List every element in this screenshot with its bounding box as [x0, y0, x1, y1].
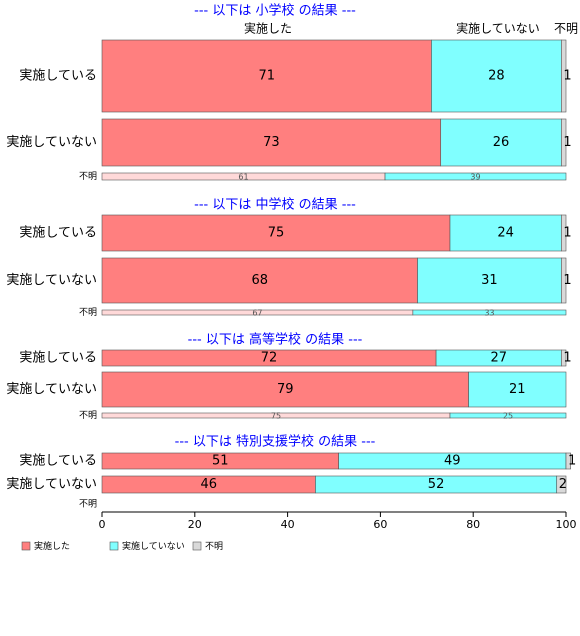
bar-value-label: 1: [563, 135, 571, 150]
row-category-label: 実施していない: [6, 381, 97, 397]
panel-title: --- 以下は 中学校 の結果 ---: [194, 197, 356, 213]
row-category-label: 実施していない: [6, 272, 97, 288]
bar-value-label: 39: [470, 173, 480, 182]
row-category-label: 実施している: [19, 453, 97, 469]
row-category-label: 不明: [79, 499, 97, 510]
legend-label: 実施していない: [122, 540, 185, 552]
bar-segment: [431, 39, 562, 113]
legend-swatch: [192, 541, 202, 551]
bar-value-label: 79: [277, 382, 294, 397]
x-tick-label: 0: [99, 518, 106, 531]
bar-value-label: 51: [212, 454, 229, 469]
bar-value-label: 61: [238, 173, 248, 182]
bar-value-label: 25: [503, 412, 513, 421]
bar-segment: [565, 452, 571, 470]
bar-value-label: 24: [497, 226, 514, 241]
column-header: 実施していない: [456, 21, 540, 36]
legend-label: 不明: [205, 541, 223, 552]
x-tick-label: 20: [188, 518, 202, 531]
x-tick-label: 100: [556, 518, 577, 531]
row-category-label: 実施している: [19, 350, 97, 366]
x-tick-label: 60: [373, 518, 387, 531]
row-category-label: 不明: [79, 307, 97, 318]
bar-segment: [556, 475, 567, 494]
bar-value-label: 1: [568, 454, 576, 469]
bar-value-label: 26: [493, 135, 510, 150]
bar-segment: [449, 214, 562, 252]
column-header: 不明: [554, 22, 578, 36]
bar-segment: [561, 39, 567, 113]
bar-segment: [412, 309, 567, 316]
legend-swatch: [109, 541, 119, 551]
bar-segment: [101, 214, 451, 252]
x-tick-label: 80: [466, 518, 480, 531]
bar-segment: [417, 257, 562, 304]
bar-segment: [561, 118, 567, 167]
bar-value-label: 21: [509, 382, 526, 397]
bar-value-label: 1: [563, 351, 571, 366]
column-header: 実施した: [244, 21, 292, 36]
row-category-label: 実施していない: [6, 134, 97, 150]
bar-value-label: 75: [271, 412, 281, 421]
bar-segment: [561, 349, 567, 367]
bar-segment: [384, 172, 567, 181]
bar-value-label: 72: [261, 351, 278, 366]
row-category-label: 実施していない: [6, 476, 97, 492]
bar-value-label: 46: [200, 477, 217, 492]
bar-value-label: 31: [481, 273, 498, 288]
panel-title: --- 以下は 小学校 の結果 ---: [194, 3, 356, 19]
row-category-label: 実施している: [19, 68, 97, 84]
panel-title: --- 以下は 特別支援学校 の結果 ---: [175, 434, 376, 450]
bar-value-label: 2: [559, 477, 567, 492]
bar-segment: [101, 39, 432, 113]
bar-value-label: 49: [444, 454, 461, 469]
bar-segment: [561, 257, 567, 304]
bar-segment: [561, 214, 567, 252]
bar-value-label: 1: [563, 69, 571, 84]
bar-value-label: 1: [563, 273, 571, 288]
row-category-label: 不明: [79, 410, 97, 421]
bar-segment: [449, 412, 567, 419]
bar-value-label: 75: [268, 226, 285, 241]
bar-value-label: 1: [563, 226, 571, 241]
x-tick-label: 40: [281, 518, 295, 531]
bar-value-label: 33: [484, 309, 494, 318]
bar-value-label: 52: [428, 477, 445, 492]
panel-title: --- 以下は 高等学校 の結果 ---: [188, 332, 363, 348]
legend-label: 実施した: [34, 540, 70, 552]
bar-segment: [101, 371, 469, 408]
bar-value-label: 73: [263, 135, 280, 150]
bar-value-label: 27: [490, 351, 507, 366]
bar-segment: [440, 118, 562, 167]
row-category-label: 実施している: [19, 225, 97, 241]
bar-value-label: 28: [488, 69, 505, 84]
row-category-label: 不明: [79, 171, 97, 182]
legend-swatch: [21, 541, 31, 551]
bar-value-label: 67: [252, 309, 262, 318]
bar-value-label: 68: [251, 273, 268, 288]
bar-value-label: 71: [258, 69, 275, 84]
bar-segment: [468, 371, 567, 408]
